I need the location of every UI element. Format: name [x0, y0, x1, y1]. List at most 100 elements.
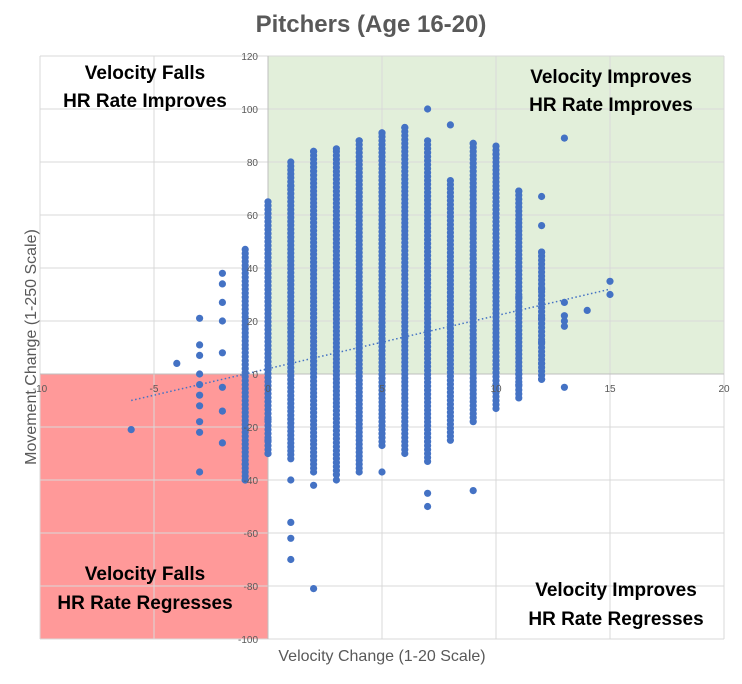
- data-point: [538, 285, 546, 293]
- data-point: [606, 290, 614, 299]
- y-tick-label: -40: [244, 476, 259, 487]
- data-point: [264, 436, 272, 444]
- y-tick-label: -20: [244, 423, 259, 434]
- y-tick-label: -100: [238, 635, 258, 646]
- data-point: [218, 280, 226, 288]
- data-point: [469, 139, 477, 147]
- data-point: [538, 375, 546, 383]
- data-point: [310, 585, 318, 593]
- y-tick-label: 100: [241, 105, 258, 116]
- y-tick-label: -60: [244, 529, 259, 540]
- quadrant-label-velocity-falls-hr-improves-line1: Velocity Falls: [85, 63, 205, 84]
- data-point: [515, 370, 523, 378]
- quadrant-label-velocity-improves-hr-improves-line2: HR Rate Improves: [529, 95, 693, 116]
- x-tick-label: 0: [265, 384, 271, 395]
- tick-labels: -10 -5 0 5 10 15 20 -100 -80 -60 -40 -20 0 20 40 60 80 10…: [33, 52, 730, 646]
- quadrant-label-velocity-falls-hr-improves-line2: HR Rate Improves: [63, 91, 227, 112]
- y-tick-label: 20: [247, 317, 259, 328]
- data-point: [287, 555, 295, 564]
- data-point: [196, 381, 204, 389]
- quadrant-label-velocity-improves-hr-regresses-line1: Velocity Improves: [535, 580, 697, 601]
- x-tick-label: 5: [379, 384, 385, 395]
- chart-title: Pitchers (Age 16-20): [256, 11, 487, 38]
- data-point: [378, 129, 386, 137]
- data-point: [424, 489, 432, 497]
- data-point: [446, 121, 454, 129]
- data-point: [538, 248, 546, 256]
- y-tick-label: -80: [244, 582, 259, 593]
- data-point: [287, 534, 295, 542]
- data-point: [196, 351, 204, 359]
- data-point: [401, 123, 409, 132]
- data-point: [196, 341, 204, 349]
- data-point: [355, 137, 363, 145]
- data-point: [287, 158, 295, 166]
- data-point: [560, 322, 569, 330]
- data-point: [560, 317, 569, 325]
- data-point: [469, 487, 477, 495]
- quadrant-label-velocity-falls-hr-regresses-line1: Velocity Falls: [85, 564, 205, 585]
- data-point: [424, 105, 432, 113]
- data-point: [196, 402, 204, 410]
- data-point: [218, 439, 226, 447]
- data-point: [218, 383, 226, 391]
- data-point: [560, 383, 569, 391]
- x-axis-title: Velocity Change (1-20 Scale): [278, 648, 485, 665]
- data-point: [538, 314, 546, 322]
- data-point: [287, 518, 295, 527]
- y-tick-label: 0: [252, 370, 258, 381]
- data-point: [218, 298, 226, 306]
- data-point: [196, 314, 204, 322]
- data-point: [606, 277, 614, 285]
- data-point: [538, 192, 546, 201]
- data-point: [332, 145, 340, 153]
- data-point: [560, 134, 569, 142]
- data-point: [196, 428, 204, 436]
- data-point: [310, 147, 318, 155]
- data-point: [583, 306, 591, 314]
- data-point: [515, 187, 523, 195]
- data-point: [196, 391, 204, 399]
- data-point: [241, 245, 249, 253]
- x-tick-label: -5: [150, 384, 159, 395]
- data-point: [196, 418, 204, 426]
- data-point: [310, 481, 318, 489]
- data-point: [492, 150, 500, 158]
- y-tick-label: 120: [241, 52, 258, 63]
- x-tick-label: 15: [604, 384, 616, 395]
- data-point: [538, 338, 546, 346]
- x-tick-label: 10: [490, 384, 502, 395]
- data-point: [515, 293, 523, 301]
- data-point: [560, 312, 569, 320]
- data-point: [515, 381, 523, 389]
- data-point: [196, 370, 204, 378]
- data-point: [492, 142, 500, 150]
- data-point: [218, 407, 226, 415]
- data-point: [264, 198, 272, 206]
- data-point: [424, 502, 432, 511]
- data-point: [241, 460, 249, 468]
- data-point: [538, 359, 546, 367]
- data-point: [264, 415, 272, 423]
- y-tick-label: 60: [247, 211, 259, 222]
- data-point: [218, 349, 226, 357]
- data-point: [173, 359, 181, 367]
- data-point: [332, 476, 340, 484]
- data-point: [378, 468, 386, 476]
- y-tick-label: 40: [247, 264, 259, 275]
- data-point: [218, 269, 226, 277]
- data-point: [538, 222, 546, 230]
- quadrant-label-velocity-falls-hr-regresses-line2: HR Rate Regresses: [57, 593, 232, 614]
- y-tick-label: 80: [247, 158, 259, 169]
- data-point: [241, 476, 249, 484]
- data-points: [127, 105, 614, 593]
- data-point: [287, 182, 295, 190]
- quadrant-label-velocity-improves-hr-regresses-line2: HR Rate Regresses: [528, 609, 703, 630]
- x-tick-label: -10: [33, 384, 48, 395]
- data-point: [127, 426, 135, 434]
- y-axis-title: Movement Change (1-250 Scale): [23, 229, 40, 465]
- data-point: [424, 137, 432, 145]
- data-point: [264, 449, 272, 458]
- data-point: [446, 177, 454, 185]
